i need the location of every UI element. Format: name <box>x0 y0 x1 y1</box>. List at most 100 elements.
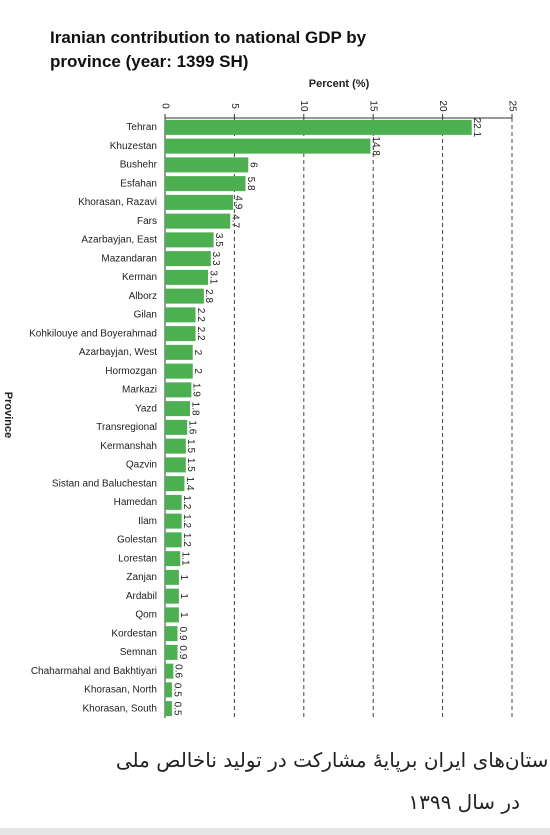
data-label: 2.8 <box>203 289 214 303</box>
bar <box>165 569 179 585</box>
caption-line: استان‌های ایران برپایهٔ مشارکت در تولید … <box>115 748 550 772</box>
data-label: 1.2 <box>181 533 192 547</box>
data-label: 1.6 <box>187 420 198 434</box>
bar <box>165 476 185 492</box>
bar <box>165 551 181 567</box>
y-tick-label: Khuzestan <box>110 141 157 152</box>
data-label: 1.5 <box>185 458 196 472</box>
y-tick-label: Bushehr <box>120 160 158 171</box>
bar <box>165 213 231 229</box>
y-tick-label: Qom <box>135 610 157 621</box>
data-label: 1.4 <box>184 477 195 491</box>
data-label: 3.5 <box>213 233 224 247</box>
caption-line: در سال ۱۳۹۹ <box>408 790 520 814</box>
x-tick-label: 20 <box>437 100 448 112</box>
bar <box>165 194 234 210</box>
bar <box>165 269 209 285</box>
bar <box>165 532 182 548</box>
data-label: 1.2 <box>181 514 192 528</box>
bar <box>165 307 196 323</box>
bar <box>165 157 249 173</box>
data-label: 1.8 <box>189 402 200 416</box>
y-tick-label: Khorasan, South <box>83 703 158 714</box>
bar <box>165 176 246 192</box>
y-tick-label: Transregional <box>96 422 157 433</box>
data-label: 2.2 <box>195 308 206 322</box>
y-tick-label: Semnan <box>120 647 157 658</box>
bar <box>165 232 214 248</box>
bar <box>165 701 172 717</box>
bar <box>165 363 193 379</box>
y-tick-label: Hamedan <box>114 497 157 508</box>
data-label: 1.9 <box>191 383 202 397</box>
x-tick-label: 15 <box>368 100 379 112</box>
y-tick-label: Yazd <box>135 403 157 414</box>
bottom-strip <box>0 828 550 835</box>
y-axis-label: Province <box>2 392 14 438</box>
y-tick-label: Azarbayjan, East <box>81 235 157 246</box>
y-tick-label: Azarbayjan, West <box>79 347 157 358</box>
data-label: 0.9 <box>177 645 188 659</box>
y-tick-label: Mazandaran <box>101 253 157 264</box>
data-label: 4.7 <box>230 214 241 228</box>
data-label: 6 <box>248 162 259 168</box>
y-tick-label: Chaharmahal and Bakhtiyari <box>31 666 157 677</box>
bar <box>165 326 196 342</box>
data-label: 1.5 <box>185 439 196 453</box>
bar <box>165 401 190 417</box>
data-label: 0.5 <box>171 702 182 716</box>
data-label: 4.9 <box>232 195 243 209</box>
data-label: 0.6 <box>173 664 184 678</box>
data-label: 1 <box>178 575 189 581</box>
y-tick-label: Golestan <box>117 535 157 546</box>
y-tick-label: Sistan and Baluchestan <box>52 478 157 489</box>
y-tick-label: Tehran <box>126 122 157 133</box>
y-tick-label: Gilan <box>134 310 157 321</box>
x-axis-label: Percent (%) <box>309 78 370 90</box>
bar <box>165 626 178 642</box>
y-tick-label: Kohkilouye and Boyerahmad <box>29 328 157 339</box>
data-label: 5.8 <box>245 177 256 191</box>
y-tick-label: Khorasan, North <box>84 685 157 696</box>
y-tick-label: Qazvin <box>126 460 157 471</box>
y-tick-label: Kordestan <box>111 628 157 639</box>
x-tick-label: 5 <box>229 103 240 109</box>
bar <box>165 644 178 660</box>
data-label: 1 <box>178 612 189 618</box>
data-label: 3.1 <box>207 270 218 284</box>
data-label: 2.2 <box>195 327 206 341</box>
y-tick-label: Alborz <box>129 291 157 302</box>
bar <box>165 344 193 360</box>
bar <box>165 438 186 454</box>
bar <box>165 138 371 154</box>
y-tick-label: Khorasan, Razavi <box>78 197 157 208</box>
bar <box>165 457 186 473</box>
bar <box>165 607 179 623</box>
data-label: 22.1 <box>471 118 482 138</box>
data-label: 0.5 <box>171 683 182 697</box>
bar <box>165 494 182 510</box>
data-label: 1.2 <box>181 495 192 509</box>
bar <box>165 119 472 135</box>
data-label: 2 <box>192 350 203 356</box>
data-label: 0.9 <box>177 627 188 641</box>
data-label: 2 <box>192 368 203 374</box>
bar <box>165 663 174 679</box>
y-tick-label: Lorestan <box>118 553 157 564</box>
x-tick-label: 0 <box>159 103 170 109</box>
x-tick-label: 10 <box>298 100 309 112</box>
bar <box>165 588 179 604</box>
y-tick-label: Ardabil <box>126 591 157 602</box>
bar <box>165 288 204 304</box>
y-tick-label: Kermanshah <box>100 441 157 452</box>
x-tick-label: 25 <box>506 100 517 112</box>
bar <box>165 513 182 529</box>
bar <box>165 419 188 435</box>
y-tick-label: Kerman <box>122 272 157 283</box>
data-label: 1.1 <box>180 552 191 566</box>
y-tick-label: Hormozgan <box>105 366 157 377</box>
y-tick-label: Fars <box>137 216 157 227</box>
chart-title: Iranian contribution to national GDP by … <box>50 28 367 71</box>
data-label: 1 <box>178 593 189 599</box>
